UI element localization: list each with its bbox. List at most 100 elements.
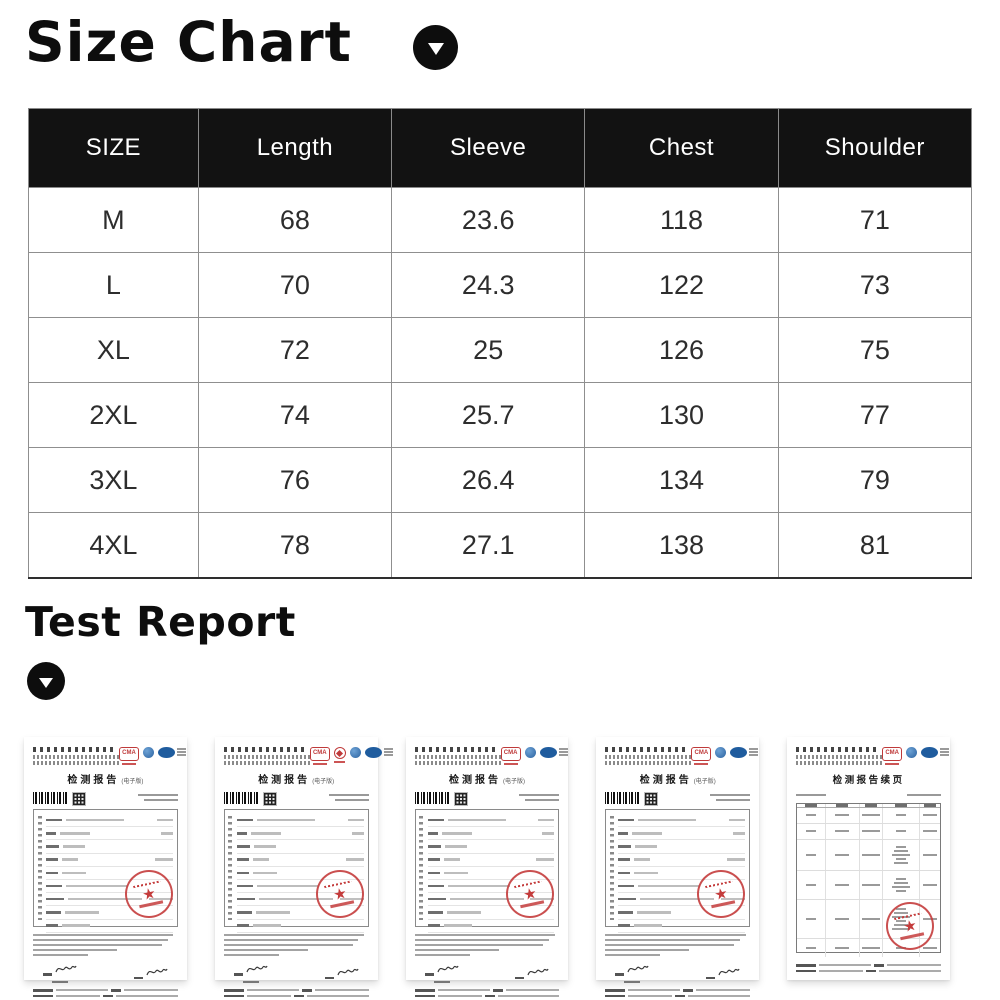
form-row — [46, 920, 173, 933]
test-report-certificate[interactable]: CMA 检测报告 (电子版) ★ — [405, 737, 569, 997]
cal-logo-mark — [333, 747, 346, 759]
results-row — [797, 870, 940, 900]
form-row — [236, 854, 364, 867]
cell-text-line — [862, 883, 881, 886]
measurement-cell: 23.6 — [391, 187, 586, 253]
measurement-cell: 130 — [584, 382, 779, 448]
cell-text-line — [896, 857, 907, 860]
signature-label — [133, 976, 143, 979]
test-report-certificate[interactable]: CMA 检测报告 (电子版) ★ — [214, 737, 393, 997]
test-report-collapse-button[interactable] — [27, 662, 65, 700]
footer-value — [696, 989, 751, 992]
header-text-line — [923, 804, 936, 807]
certificate-header: CMA — [605, 747, 759, 767]
size-chart-collapse-button[interactable] — [413, 25, 458, 70]
form-value — [253, 845, 276, 848]
form-value — [62, 871, 86, 875]
form-row — [46, 880, 173, 894]
certificate-footer — [33, 983, 178, 997]
results-header-cell — [883, 804, 920, 807]
measurement-cell: 70 — [197, 252, 393, 318]
form-extra — [339, 897, 364, 901]
results-header-cell — [826, 804, 860, 807]
cell-text-line — [922, 917, 937, 920]
footer-value — [819, 969, 864, 972]
form-row — [46, 893, 173, 907]
form-row — [236, 906, 364, 920]
footer-label — [103, 994, 113, 997]
page-number-line — [525, 798, 560, 801]
results-table — [796, 803, 941, 957]
results-cell — [883, 870, 920, 899]
qr-code — [262, 792, 277, 806]
measurement-cell: 134 — [584, 447, 779, 513]
test-report-certificate[interactable]: CMA 检测报告 (电子版) ★ — [596, 737, 760, 997]
meta-line — [796, 794, 827, 796]
cell-text-line — [806, 946, 817, 949]
footer-value — [314, 989, 369, 992]
issuer-name-line — [796, 755, 883, 759]
results-header-row — [797, 804, 940, 808]
footer-value — [505, 989, 560, 992]
issuer-name-line — [605, 755, 692, 759]
footer-label — [33, 989, 53, 992]
signature-handwriting — [627, 962, 649, 980]
issuer-name-line — [796, 761, 883, 765]
form-label — [427, 897, 446, 901]
form-label — [618, 871, 631, 875]
signature-handwriting — [55, 962, 77, 980]
cnas-logo-group — [730, 747, 759, 758]
test-report-continuation-certificate[interactable]: CMA 检测报告续页 ★ — [787, 737, 950, 980]
cell-text-line — [894, 911, 909, 914]
header-text-line — [895, 804, 908, 807]
form-row — [618, 827, 746, 841]
text-line — [558, 748, 568, 750]
report-code-row — [33, 792, 178, 806]
results-cell — [920, 900, 940, 938]
reviewer-signature — [133, 965, 168, 983]
remark-line — [33, 934, 174, 936]
signature-name-line — [52, 981, 68, 983]
form-extra — [154, 858, 173, 861]
issuer-name-line — [33, 761, 119, 765]
test-report-certificate[interactable]: CMA 检测报告 (电子版) ★ — [24, 737, 187, 997]
size-label-cell: 2XL — [28, 382, 199, 448]
signature-label — [424, 973, 434, 976]
form-side-labels — [228, 816, 233, 920]
cell-text-line — [896, 907, 907, 910]
page-number-line — [143, 798, 178, 801]
cell-text-line — [892, 927, 911, 930]
cell-text-line — [835, 883, 850, 886]
certificate-subtitle: (电子版) — [312, 779, 335, 785]
form-row — [46, 854, 173, 867]
down-arrow-icon — [39, 677, 53, 688]
form-label — [46, 897, 64, 901]
measurement-cell: 138 — [584, 512, 779, 579]
barcode — [33, 792, 69, 804]
signature-label — [233, 973, 243, 976]
signature-line — [133, 965, 168, 983]
results-cell — [883, 807, 920, 823]
results-cell — [826, 899, 860, 938]
form-label — [427, 858, 440, 861]
certificate-title-row: 检测报告 (电子版) — [33, 774, 178, 787]
footer-label — [111, 989, 121, 992]
reviewer-signature — [515, 965, 549, 983]
form-label — [46, 884, 62, 888]
issuer-name-line — [33, 755, 119, 759]
results-cell — [920, 939, 940, 957]
cnas-logo-group — [364, 747, 393, 758]
form-label — [236, 818, 253, 822]
footer-value — [116, 994, 178, 997]
size-label-cell: M — [28, 187, 199, 253]
footer-value — [628, 994, 673, 997]
form-row — [427, 867, 555, 880]
measurement-cell: 72 — [197, 317, 393, 383]
form-value — [443, 858, 460, 861]
qr-code — [72, 792, 86, 806]
size-table-header-cell: Chest — [584, 108, 779, 188]
form-label — [427, 845, 441, 848]
cnas-logo-mark — [730, 747, 748, 758]
results-row — [797, 938, 940, 957]
globe-logo-mark — [143, 747, 154, 758]
